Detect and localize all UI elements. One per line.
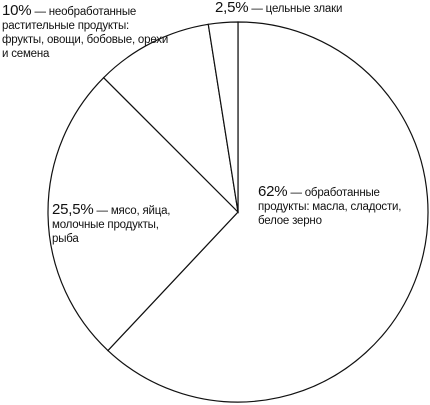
category-label: — обработанные продукты: масла, сладости… xyxy=(258,187,402,227)
slice-label: 25,5% — мясо, яйца, молочные продукты, р… xyxy=(52,201,172,246)
value-label: 25,5% xyxy=(52,201,94,218)
pie-slice xyxy=(107,21,429,403)
value-label: 62% xyxy=(258,183,288,200)
slice-label: 2,5% — цельные злаки xyxy=(215,0,415,16)
pie-slice xyxy=(102,23,239,214)
pie-slice xyxy=(47,76,239,352)
value-label: 10% xyxy=(2,2,32,19)
pie-slice xyxy=(207,21,239,213)
category-label: — цельные злаки xyxy=(251,3,343,15)
category-label: — мясо, яйца, молочные продукты, рыба xyxy=(52,205,171,245)
category-label: — необработанные растительные продукты: … xyxy=(2,6,169,60)
slice-label: 10% — необработанные растительные продук… xyxy=(2,2,172,61)
value-label: 2,5% xyxy=(215,0,249,16)
slice-label: 62% — обработанные продукты: масла, слад… xyxy=(258,183,408,228)
